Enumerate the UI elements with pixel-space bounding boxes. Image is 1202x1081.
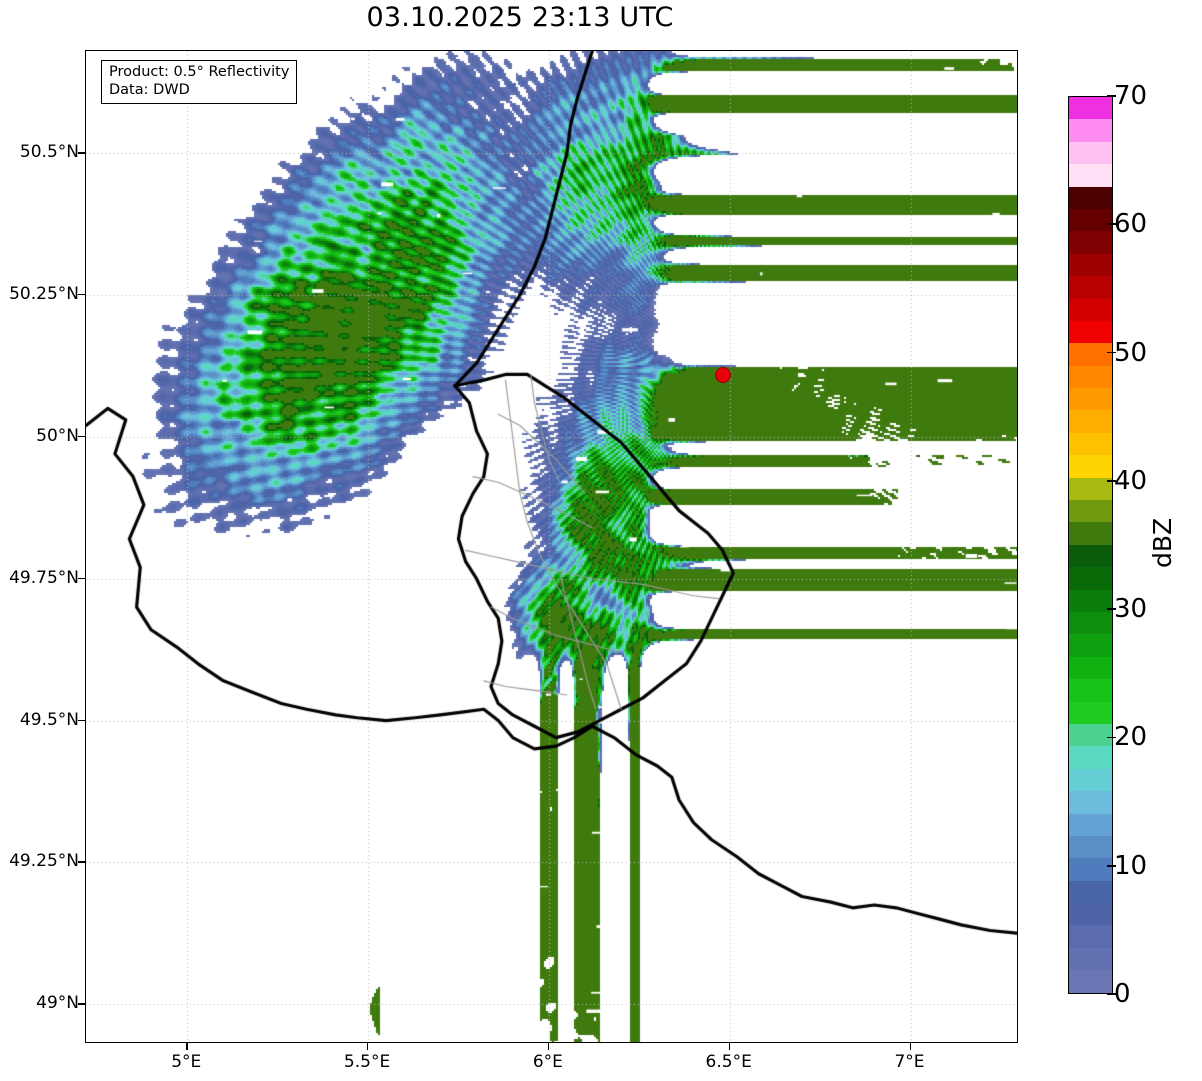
colorbar-band: [1069, 813, 1112, 836]
colorbar-band: [1069, 455, 1112, 478]
y-axis-tick-label: 49°N: [36, 993, 79, 1014]
colorbar-band: [1069, 164, 1112, 187]
map-borders-layer: [86, 51, 1017, 1042]
colorbar-band: [1069, 119, 1112, 142]
colorbar-band: [1069, 858, 1112, 881]
product-info-box: Product: 0.5° Reflectivity Data: DWD: [101, 60, 298, 104]
y-axis-tick-mark: [78, 719, 85, 721]
colorbar-band: [1069, 365, 1112, 389]
x-axis-tick-mark: [909, 1043, 911, 1050]
x-axis-tick-label: 5.5°E: [343, 1052, 391, 1072]
colorbar-band: [1069, 208, 1112, 232]
y-axis-tick-mark: [78, 577, 85, 580]
colorbar-tick-label: 10: [1114, 850, 1148, 881]
colorbar-band: [1069, 186, 1112, 209]
colorbar-band: [1069, 701, 1112, 724]
page-title: 03.10.2025 23:13 UTC: [366, 2, 674, 33]
y-axis-tick-mark: [78, 293, 85, 296]
colorbar-tick-label: 40: [1114, 465, 1148, 496]
x-axis-tick-label: 5°E: [171, 1052, 202, 1072]
y-axis-tick-label: 49.5°N: [19, 709, 79, 730]
colorbar-band: [1069, 634, 1112, 657]
colorbar-tick-mark: [1107, 223, 1116, 226]
colorbar-band: [1069, 141, 1112, 165]
colorbar-band: [1069, 611, 1112, 635]
colorbar-tick-label: 30: [1114, 594, 1148, 625]
colorbar-band: [1069, 679, 1112, 702]
colorbar: [1068, 96, 1113, 994]
y-axis-tick-label: 50.5°N: [19, 142, 79, 163]
radar-map-plot[interactable]: Product: 0.5° Reflectivity Data: DWD: [85, 50, 1018, 1043]
colorbar-band: [1069, 656, 1112, 680]
colorbar-band: [1069, 97, 1112, 120]
colorbar-tick-mark: [1107, 351, 1116, 354]
y-axis-tick-mark: [78, 435, 85, 438]
colorbar-band: [1069, 768, 1112, 792]
colorbar-band: [1069, 500, 1112, 523]
colorbar-band: [1069, 253, 1112, 277]
y-axis-tick-mark: [78, 152, 85, 154]
colorbar-band: [1069, 432, 1112, 456]
colorbar-band: [1069, 925, 1112, 948]
colorbar-band: [1069, 970, 1112, 993]
colorbar-band: [1069, 947, 1112, 971]
colorbar-band: [1069, 746, 1112, 769]
x-axis-tick-label: 6.5°E: [705, 1052, 752, 1072]
x-axis-tick-label: 6°E: [532, 1052, 563, 1072]
colorbar-tick-label: 70: [1114, 81, 1148, 111]
colorbar-band: [1069, 477, 1112, 501]
x-axis-tick-label: 7°E: [894, 1052, 925, 1072]
colorbar-tick-mark: [1107, 95, 1116, 97]
colorbar-band: [1069, 231, 1112, 254]
colorbar-axis-label: dBZ: [1148, 517, 1177, 568]
colorbar-band: [1069, 544, 1112, 568]
x-axis-tick-mark: [728, 1043, 731, 1050]
product-line: Product: 0.5° Reflectivity: [109, 64, 290, 80]
x-axis-tick-mark: [186, 1043, 188, 1050]
colorbar-band: [1069, 791, 1112, 814]
y-axis-tick-mark: [78, 1003, 85, 1005]
colorbar-band: [1069, 343, 1112, 366]
colorbar-tick-mark: [1107, 993, 1116, 995]
colorbar-tick-label: 0: [1114, 979, 1131, 1009]
colorbar-band: [1069, 567, 1112, 590]
colorbar-band: [1069, 388, 1112, 411]
colorbar-band: [1069, 903, 1112, 926]
radar-site-marker-icon[interactable]: [715, 367, 732, 384]
colorbar-band: [1069, 298, 1112, 321]
colorbar-tick-mark: [1107, 480, 1116, 482]
y-axis-tick-label: 50.25°N: [9, 283, 79, 304]
colorbar-tick-mark: [1107, 608, 1116, 610]
colorbar-tick-label: 60: [1114, 209, 1148, 240]
colorbar-band: [1069, 589, 1112, 612]
x-axis-tick-mark: [547, 1043, 550, 1050]
colorbar-band: [1069, 276, 1112, 299]
y-axis-tick-label: 50°N: [36, 425, 79, 446]
data-source-line: Data: DWD: [109, 81, 190, 98]
colorbar-band: [1069, 410, 1112, 433]
colorbar-band: [1069, 522, 1112, 545]
colorbar-band: [1069, 880, 1112, 904]
y-axis-tick-label: 49.75°N: [9, 567, 79, 588]
colorbar-tick-label: 50: [1114, 337, 1148, 368]
colorbar-tick-mark: [1107, 736, 1116, 739]
colorbar-band: [1069, 835, 1112, 859]
colorbar-band: [1069, 723, 1112, 747]
colorbar-band: [1069, 320, 1112, 344]
x-axis-tick-mark: [367, 1043, 369, 1050]
y-axis-tick-mark: [78, 861, 85, 863]
y-axis-tick-label: 49.25°N: [9, 851, 79, 872]
colorbar-tick-label: 20: [1114, 722, 1148, 753]
colorbar-tick-mark: [1107, 864, 1116, 867]
